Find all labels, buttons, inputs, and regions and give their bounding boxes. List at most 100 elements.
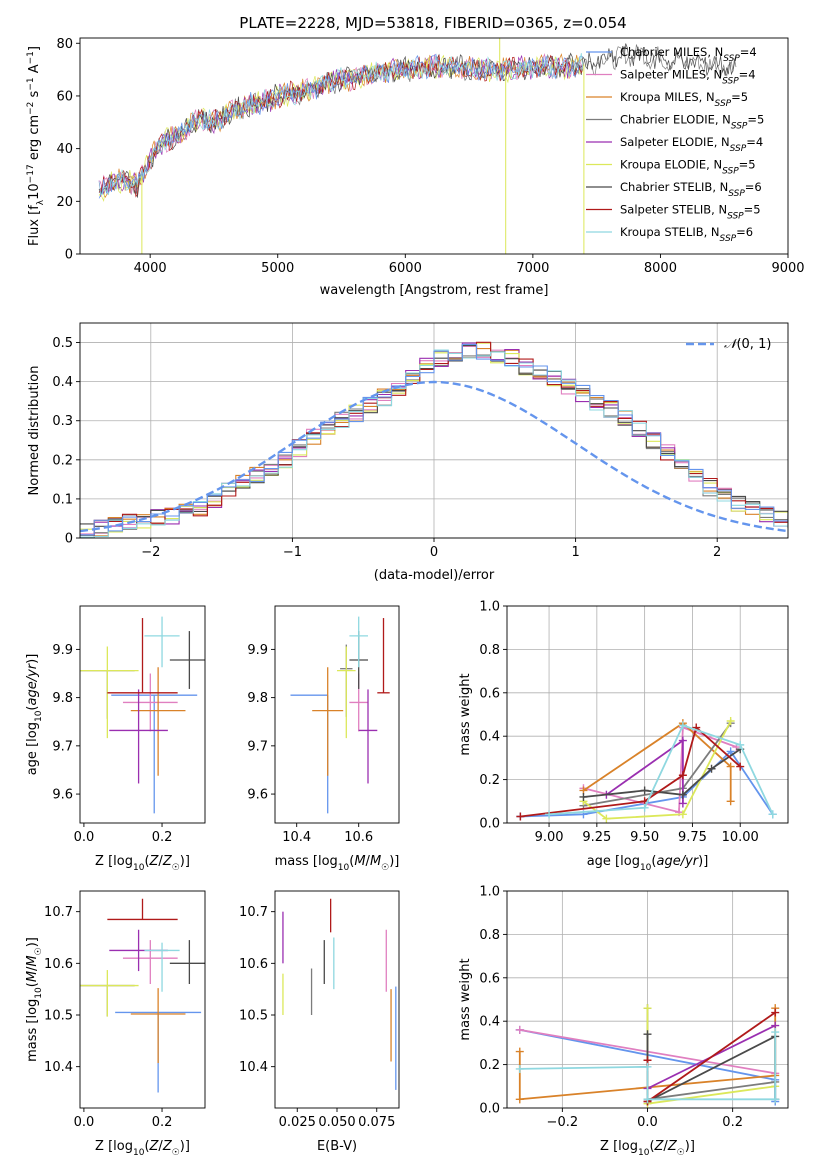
y-tick-label: 0.4 xyxy=(479,730,500,745)
weight-series-line xyxy=(582,722,732,802)
weight-marker xyxy=(515,1025,524,1034)
weight-marker xyxy=(678,736,687,745)
weight-marker xyxy=(678,810,687,819)
x-axis-label: age [log10(age/yr)] xyxy=(587,854,709,873)
weight-marker xyxy=(736,762,745,771)
y-axis-label: age [log10(age/yr)] xyxy=(25,654,44,776)
x-axis-label: mass [log10(M/M☉)] xyxy=(275,854,400,873)
weight_vs_Z-plot-area xyxy=(515,1004,780,1108)
weight-marker xyxy=(643,1062,652,1071)
x-tick-label: 4000 xyxy=(134,261,167,276)
mass_vs_Z-plot-area xyxy=(80,898,205,1093)
x-axis-label: Z [log10(Z/Z☉)] xyxy=(600,1139,695,1158)
y-tick-label: 10.7 xyxy=(44,905,73,920)
y-tick-label: 1.0 xyxy=(479,600,500,615)
y-tick-label: 0.6 xyxy=(479,686,500,701)
x-axis-label: E(B-V) xyxy=(317,1139,357,1154)
spectrum-series-line xyxy=(98,55,584,197)
histogram-step-line xyxy=(80,345,788,535)
weight-marker xyxy=(768,810,777,819)
weight-marker xyxy=(579,792,588,801)
spectrum-frame xyxy=(79,37,789,255)
y-tick-label: 0.6 xyxy=(479,971,500,986)
y-axis-label: mass weight xyxy=(458,958,473,1040)
weight-marker xyxy=(643,1095,652,1104)
x-tick-label: 5000 xyxy=(261,261,294,276)
normal-curve xyxy=(80,380,788,533)
weight-marker xyxy=(545,810,554,819)
y-tick-label: 0.4 xyxy=(52,375,73,390)
weight-series-line xyxy=(583,726,737,814)
x-axis-label: wavelength [Angstrom, rest frame] xyxy=(320,283,549,298)
x-tick-label: 0.2 xyxy=(152,1115,173,1130)
y-tick-label: 9.6 xyxy=(52,788,73,803)
legend-label: Chabrier ELODIE, NSSP=5 xyxy=(620,113,764,132)
x-tick-label: −1 xyxy=(283,545,302,560)
spectrum-series-line xyxy=(98,53,584,196)
legend-label: Chabrier STELIB, NSSP=6 xyxy=(620,180,762,199)
weight-marker xyxy=(640,803,649,812)
legend-label: Salpeter STELIB, NSSP=5 xyxy=(620,203,761,222)
x-tick-label: 0.0 xyxy=(637,1115,658,1130)
age_vs_mass-panel: 10.4 10.6 9.6 9.7 9.8 9.9 mass [log10(M/M☉)] xyxy=(247,605,400,873)
weight-marker xyxy=(643,1004,652,1013)
weight-marker xyxy=(678,790,687,799)
figure-title: PLATE=2228, MJD=53818, FIBERID=0365, z=0… xyxy=(239,14,626,32)
weight_vs_age-plot-area xyxy=(516,717,777,823)
y-tick-label: 0.0 xyxy=(479,817,500,832)
y-tick-label: 9.8 xyxy=(52,691,73,706)
histogram-step-line xyxy=(80,349,788,538)
weight_vs_age-frame xyxy=(506,605,789,824)
y-tick-label: 0.2 xyxy=(479,1058,500,1073)
weight-marker xyxy=(516,812,525,821)
y-tick-label: 0 xyxy=(65,248,73,263)
x-axis-label: (data-model)/error xyxy=(374,568,495,583)
y-tick-label: 9.9 xyxy=(52,643,73,658)
y-axis-label: Flux [fλ10−17 erg cm−2 s−1 A−1] xyxy=(26,46,46,246)
legend-label: Salpeter MILES, NSSP=4 xyxy=(620,68,756,87)
y-tick-label: 10.4 xyxy=(44,1060,73,1075)
mass_vs_ebv-panel: 0.025 0.050 0.075 10.4 10.5 10.6 10.7 E(B-V) xyxy=(239,890,400,1154)
y-tick-label: 10.5 xyxy=(44,1009,73,1024)
weight_vs_Z-panel: −0.2 0.0 0.2 0.0 0.2 0.4 0.6 0.8 1.0 Z [log10(Z/Z… xyxy=(458,885,789,1158)
y-tick-label: 10.6 xyxy=(239,957,268,972)
weight-marker xyxy=(678,771,687,780)
x-tick-label: 0.2 xyxy=(722,1115,743,1130)
weight-marker xyxy=(771,1028,780,1037)
weight-marker xyxy=(726,717,735,726)
x-tick-label: 10.4 xyxy=(282,830,311,845)
y-tick-label: 0.4 xyxy=(479,1015,500,1030)
y-tick-label: 10.5 xyxy=(239,1009,268,1024)
weight-marker xyxy=(678,799,687,808)
x-tick-label: 9.75 xyxy=(678,830,707,845)
x-tick-label: −2 xyxy=(141,545,160,560)
weight-marker xyxy=(736,740,745,749)
weight-marker xyxy=(771,1095,780,1104)
x-tick-label: 6000 xyxy=(389,261,422,276)
weight-marker xyxy=(640,786,649,795)
y-axis-label: mass weight xyxy=(458,673,473,755)
x-tick-label: 9.25 xyxy=(582,830,611,845)
x-tick-label: 10.00 xyxy=(722,830,759,845)
y-tick-label: 9.7 xyxy=(247,739,268,754)
x-tick-label: 0 xyxy=(430,545,438,560)
y-tick-label: 9.6 xyxy=(247,788,268,803)
mass_vs_ebv-plot-area xyxy=(282,898,397,1090)
y-tick-label: 60 xyxy=(56,89,73,104)
y-tick-label: 0.5 xyxy=(52,336,73,351)
histogram-step-line xyxy=(80,345,788,530)
x-axis-label: Z [log10(Z/Z☉)] xyxy=(95,854,190,873)
legend-label: 𝒩(0, 1) xyxy=(724,337,771,352)
age_vs_Z-plot-area xyxy=(80,616,205,814)
weight-marker xyxy=(515,1064,524,1073)
histogram-step-line xyxy=(80,343,788,536)
age_vs_Z-frame xyxy=(79,605,206,824)
x-tick-label: 0.025 xyxy=(279,1115,316,1130)
x-tick-label: 9.50 xyxy=(630,830,659,845)
x-tick-label: 2 xyxy=(713,545,721,560)
x-axis-label: Z [log10(Z/Z☉)] xyxy=(95,1139,190,1158)
x-tick-label: 0.2 xyxy=(152,830,173,845)
legend-label: Chabrier MILES, NSSP=4 xyxy=(620,45,757,64)
residual_histogram-panel: −2 −1 0 1 2 0 0.1 0.2 0.3 0.4 0.5 𝒩(0, 1) (data-mode… xyxy=(27,322,789,583)
weight-marker xyxy=(515,1047,524,1056)
